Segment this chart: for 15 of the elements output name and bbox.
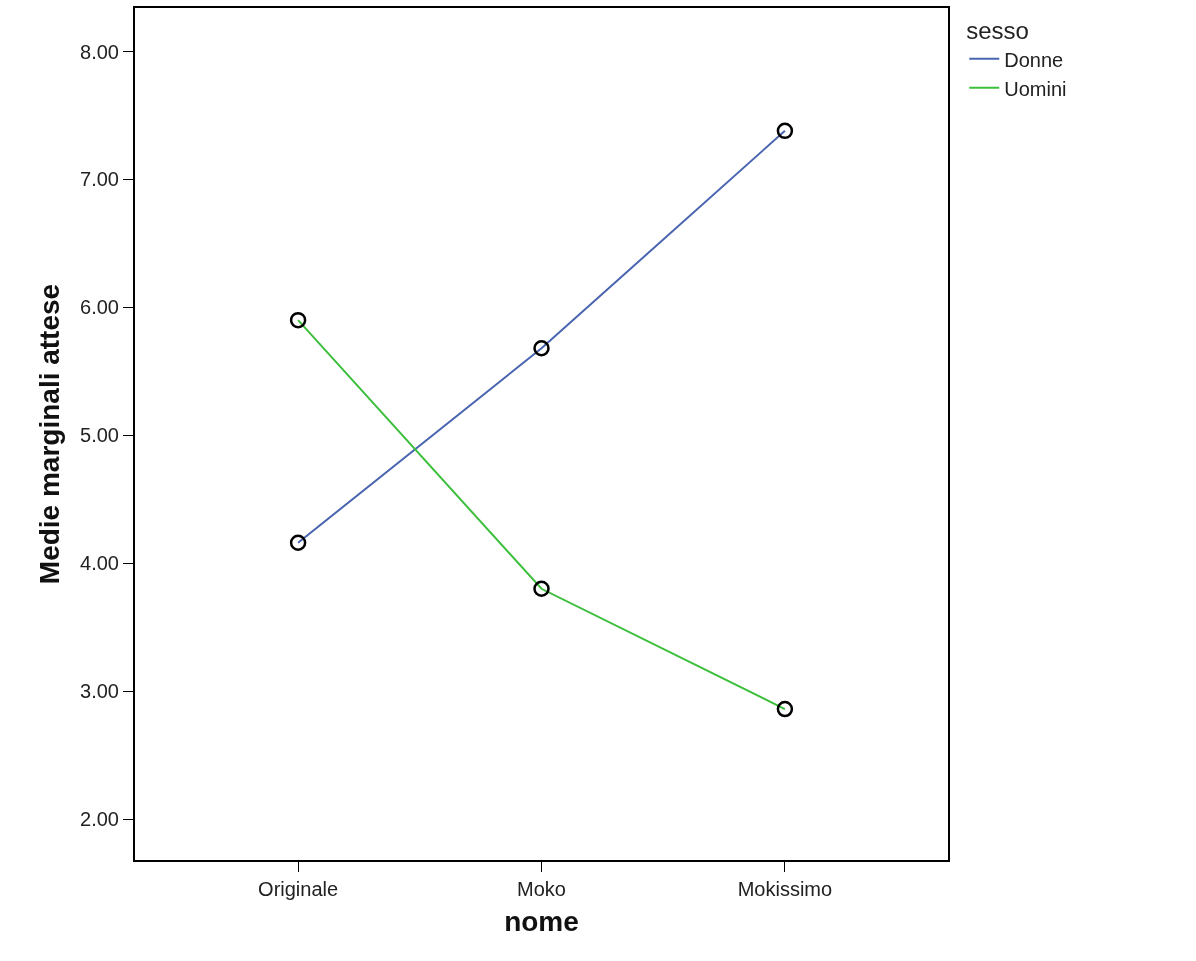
x-tick-label: Originale [258,878,339,900]
y-tick-label: 6.00 [80,296,119,319]
legend-label: Donne [1004,48,1064,71]
y-tick-label: 8.00 [80,40,119,63]
legend-title: sesso [966,17,1029,45]
x-tick-label: Mokissimo [737,878,833,900]
y-tick-label: 5.00 [80,424,119,447]
x-axis-title: nome [504,905,579,937]
legend-label: Uomini [1004,77,1067,100]
y-axis-title: Medie marginali attese [34,283,66,585]
y-tick-label: 3.00 [80,680,119,703]
y-tick-label: 4.00 [80,552,119,575]
x-tick-label: Moko [517,878,566,900]
y-tick-label: 7.00 [80,168,119,191]
y-tick-label: 2.00 [80,808,119,831]
